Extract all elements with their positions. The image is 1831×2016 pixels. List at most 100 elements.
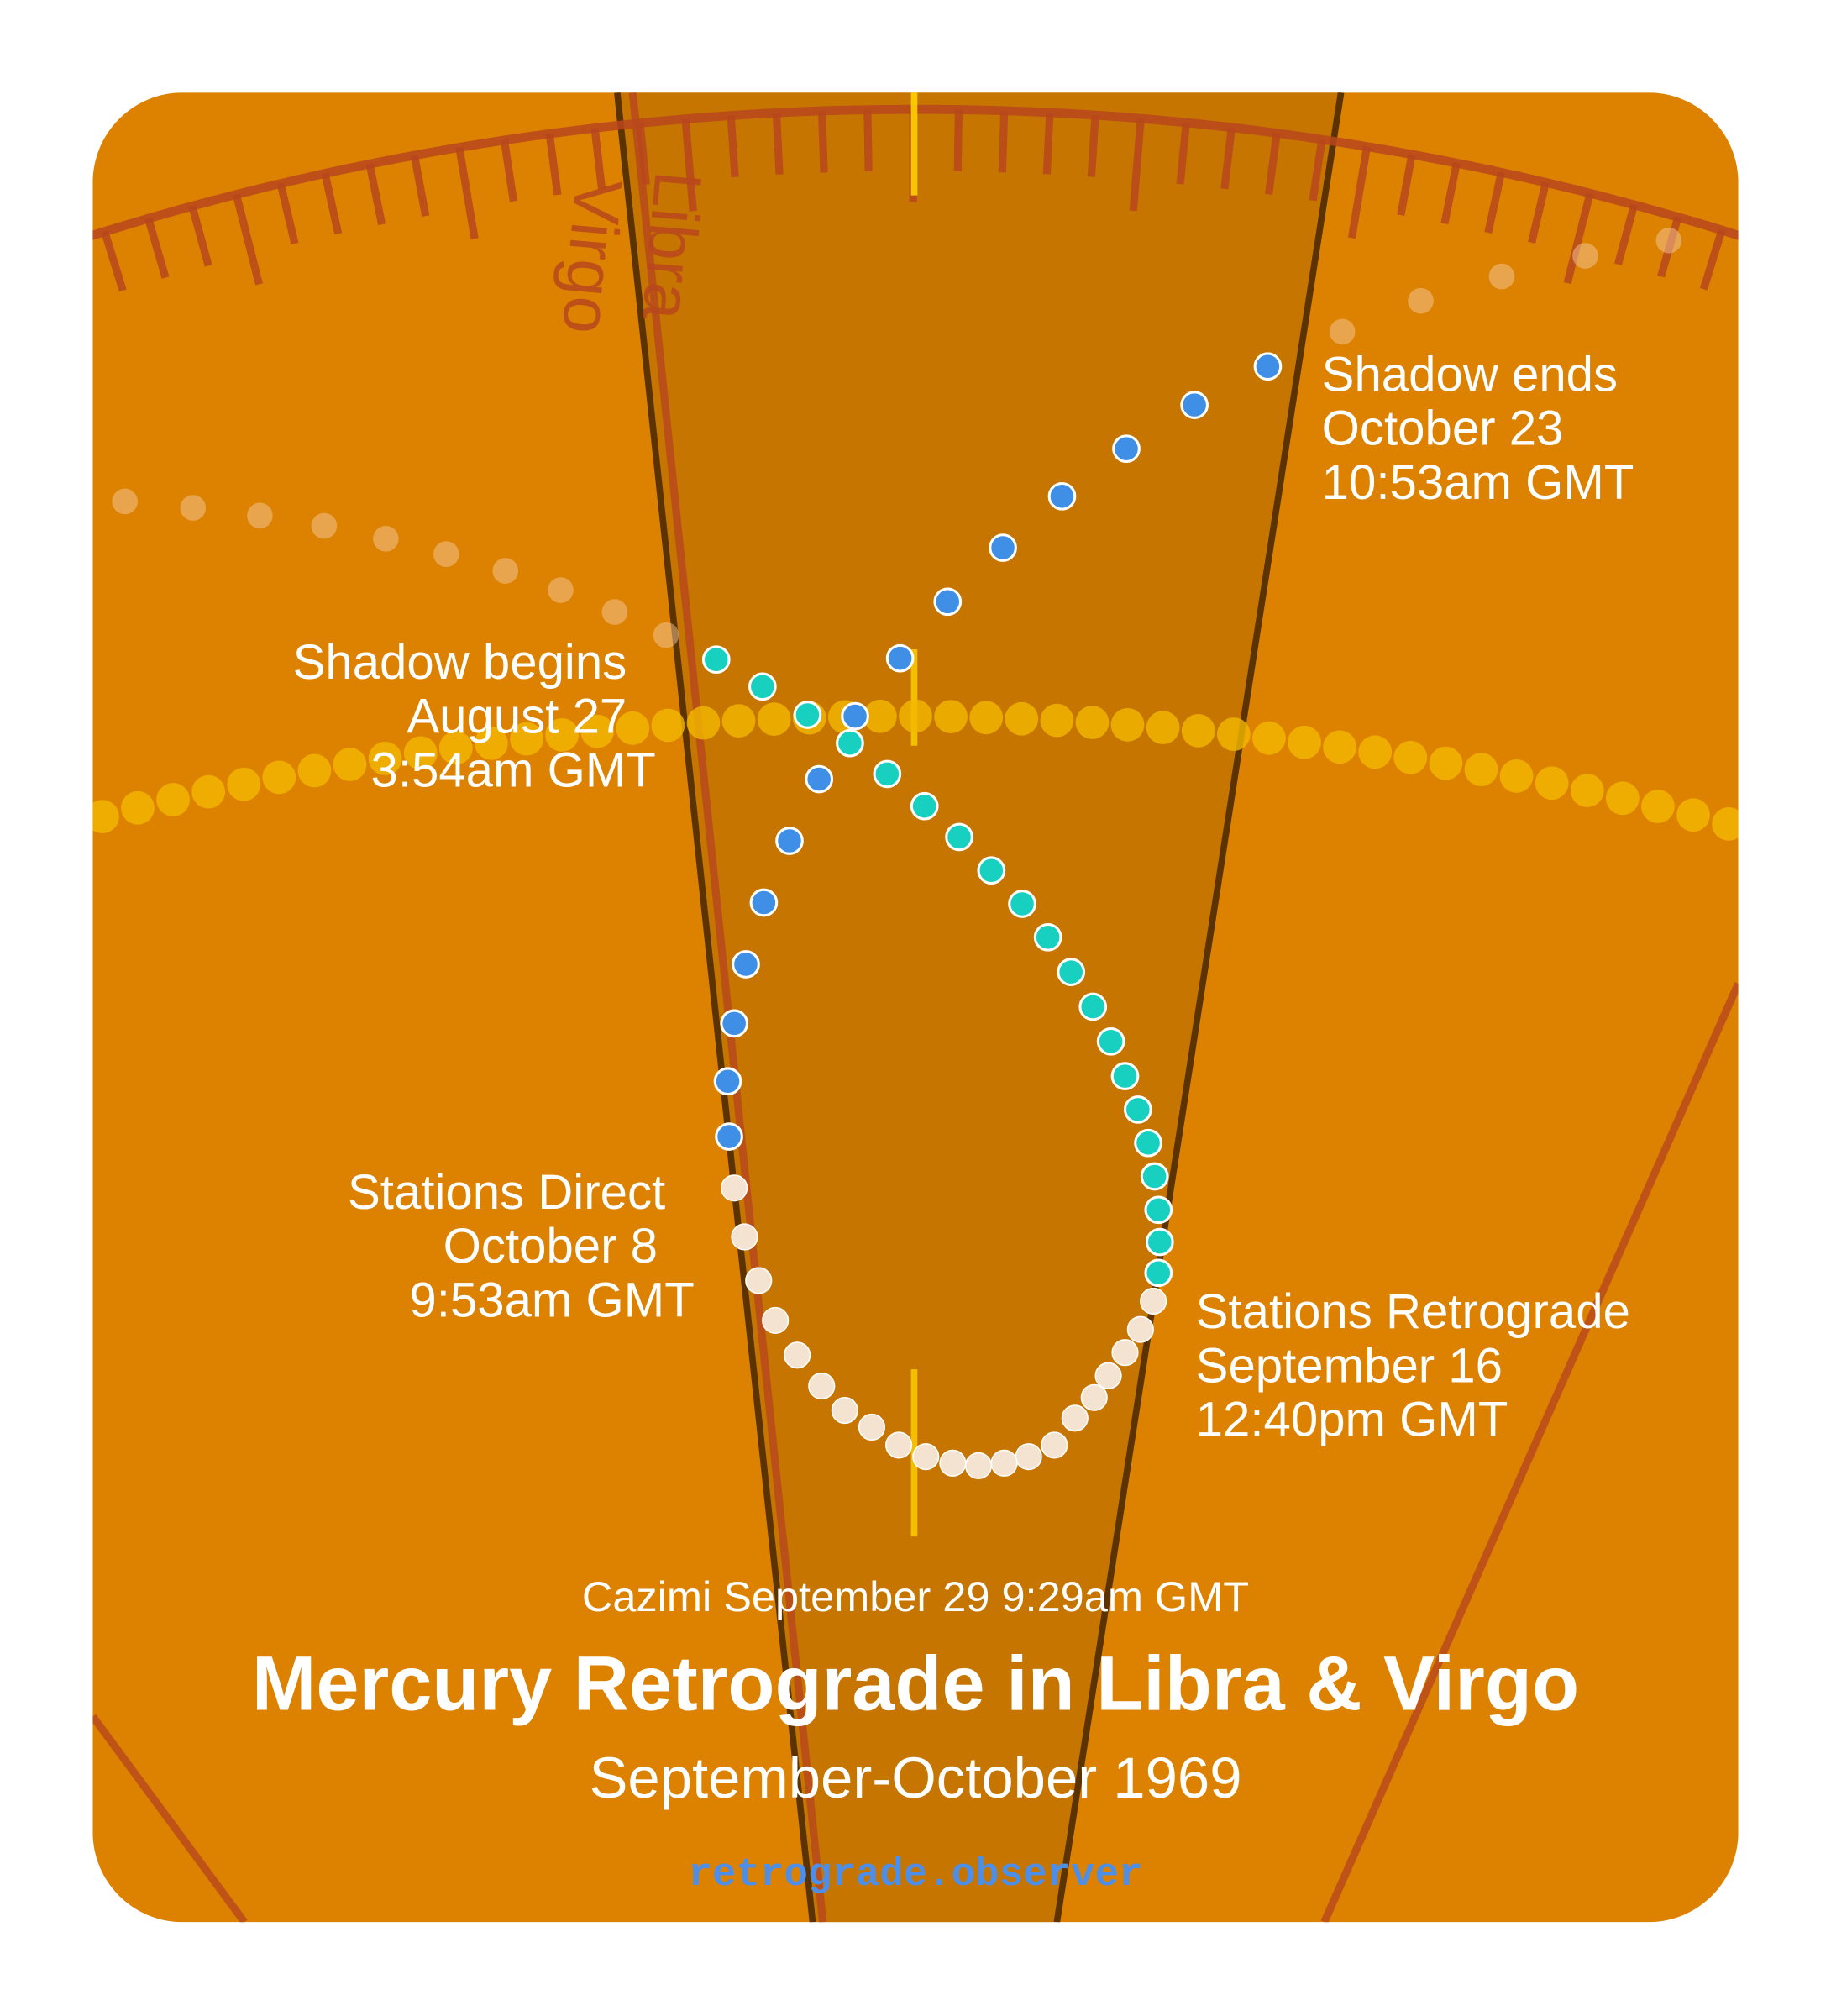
- sun-position-dot: [438, 731, 473, 765]
- mercury-retrograde-dot: [1111, 1339, 1139, 1367]
- sun-position-dot: [1146, 711, 1180, 745]
- faint-position-dot: [180, 495, 207, 521]
- sun-position-dot: [156, 783, 190, 816]
- ecliptic-tick: [545, 133, 562, 196]
- ecliptic-tick: [455, 146, 479, 239]
- mercury-pre-shadow-dot: [910, 791, 939, 821]
- sun-position-dot: [1005, 701, 1039, 736]
- sun-position-dot: [934, 700, 968, 734]
- faint-position-dot: [1329, 318, 1356, 345]
- ecliptic-tick: [1563, 192, 1594, 285]
- sun-position-dot: [1252, 721, 1286, 755]
- mercury-pre-shadow-dot: [1123, 1095, 1152, 1124]
- sun-position-dot: [368, 742, 402, 775]
- mercury-post-shadow-dot: [989, 533, 1017, 562]
- ecliptic-tick: [772, 113, 784, 175]
- mercury-retrograde-dot: [939, 1449, 967, 1477]
- ecliptic-tick: [276, 182, 299, 245]
- ecliptic-tick: [101, 230, 127, 292]
- faint-position-dot: [601, 599, 628, 625]
- mercury-path: [701, 352, 1283, 1479]
- mercury-post-shadow-dot: [805, 764, 834, 794]
- mercury-post-shadow-dot: [775, 827, 804, 855]
- faint-position-dot: [1572, 243, 1598, 269]
- house-line: [1320, 982, 1739, 1923]
- cazimi-label: Cazimi September 29 9:29am GMT: [582, 1572, 1249, 1620]
- sun-position-dot: [1216, 717, 1251, 751]
- sun-position-dot: [262, 760, 296, 795]
- sun-position-dot: [545, 717, 579, 752]
- mercury-post-shadow-dot: [1112, 434, 1141, 464]
- mercury-pre-shadow-dot: [1096, 1026, 1125, 1056]
- sun-position-dot: [1393, 740, 1428, 774]
- mercury-pre-shadow-dot: [1110, 1062, 1140, 1090]
- mercury-retrograde-dot: [808, 1372, 836, 1400]
- sun-position-dot: [721, 704, 756, 738]
- sun-position-dot: [1747, 816, 1781, 850]
- mercury-retrograde-dot: [731, 1223, 758, 1251]
- ecliptic-tick: [998, 110, 1009, 173]
- sun-position-dot: [1288, 725, 1321, 759]
- faint-position-dot: [1408, 287, 1434, 314]
- mercury-retrograde-dot: [858, 1413, 886, 1441]
- mercury-retrograde-dot: [990, 1449, 1018, 1477]
- stations-retrograde-label: Stations Retrograde September 16 12:40pm…: [1196, 1284, 1644, 1447]
- mercury-pre-shadow-dot: [1008, 890, 1036, 918]
- mercury-pre-shadow-dot: [1078, 992, 1108, 1021]
- sun-position-dot: [475, 726, 508, 760]
- ecliptic-tick: [1264, 132, 1281, 195]
- mercury-pre-shadow-dot: [1140, 1162, 1169, 1191]
- mercury-pre-shadow-dot: [945, 822, 973, 852]
- sun-position-dot: [1535, 766, 1569, 801]
- sun-position-dot: [1110, 707, 1145, 742]
- sun-path: [50, 699, 1781, 850]
- mercury-post-shadow-dot: [1047, 481, 1077, 511]
- ecliptic-tick: [1042, 112, 1054, 175]
- mercury-retrograde-dot: [831, 1397, 858, 1425]
- mercury-pre-shadow-dot: [1144, 1195, 1173, 1225]
- mercury-pre-shadow-dot: [748, 672, 777, 701]
- sun-position-dot: [1358, 735, 1393, 769]
- shadow-zone: [616, 92, 1341, 1923]
- ecliptic-tick: [727, 115, 739, 178]
- mercury-pre-shadow-dot: [1145, 1227, 1174, 1257]
- sun-position-dot: [92, 800, 119, 834]
- mercury-post-shadow-dot: [732, 950, 760, 979]
- sun-position-dot: [1075, 706, 1110, 739]
- mercury-retrograde-dot: [912, 1443, 940, 1471]
- faint-position-dot: [433, 541, 459, 567]
- ecliptic-tick: [144, 217, 170, 279]
- faint-position-dot: [492, 558, 519, 584]
- stations-direct-label: Stations Direct October 8 9:53am GMT: [348, 1165, 695, 1328]
- ecliptic-tick: [1440, 162, 1461, 225]
- faint-position-dot: [311, 512, 338, 539]
- footer-link[interactable]: retrograde.observer: [689, 1853, 1143, 1898]
- ecliptic-tick: [1347, 145, 1372, 239]
- ecliptic-tick: [365, 163, 386, 226]
- mercury-post-shadow-dot: [713, 1067, 742, 1096]
- sun-position-dot: [227, 767, 261, 801]
- ecliptic-tick: [1087, 114, 1099, 177]
- sun-position-dot: [1676, 798, 1710, 832]
- page-title: Mercury Retrograde in Libra & Virgo: [252, 1641, 1579, 1727]
- sun-position-dot: [863, 699, 897, 733]
- sign-label-virgo: Virgo: [548, 176, 637, 337]
- mercury-pre-shadow-dot: [836, 728, 864, 758]
- shadow-start-line: [614, 92, 816, 1923]
- ecliptic-tick: [1614, 203, 1639, 266]
- sun-position-dot: [1570, 774, 1604, 807]
- ecliptic-tick: [1397, 154, 1416, 216]
- mercury-pre-shadow-dot: [1134, 1128, 1162, 1158]
- mercury-pre-shadow-dot: [873, 759, 902, 789]
- mercury-retrograde-dot: [1080, 1383, 1108, 1411]
- ecliptic-tick: [500, 139, 517, 202]
- ecliptic-tick: [1778, 259, 1808, 346]
- ecliptic-tick: [1484, 171, 1505, 234]
- mercury-retrograde-dot: [964, 1452, 993, 1479]
- ecliptic-tick: [1129, 118, 1145, 212]
- ecliptic-tick: [61, 245, 81, 304]
- sun-position-dot: [1040, 703, 1074, 738]
- faint-position-dot: [247, 502, 273, 529]
- sun-position-dot: [50, 809, 84, 843]
